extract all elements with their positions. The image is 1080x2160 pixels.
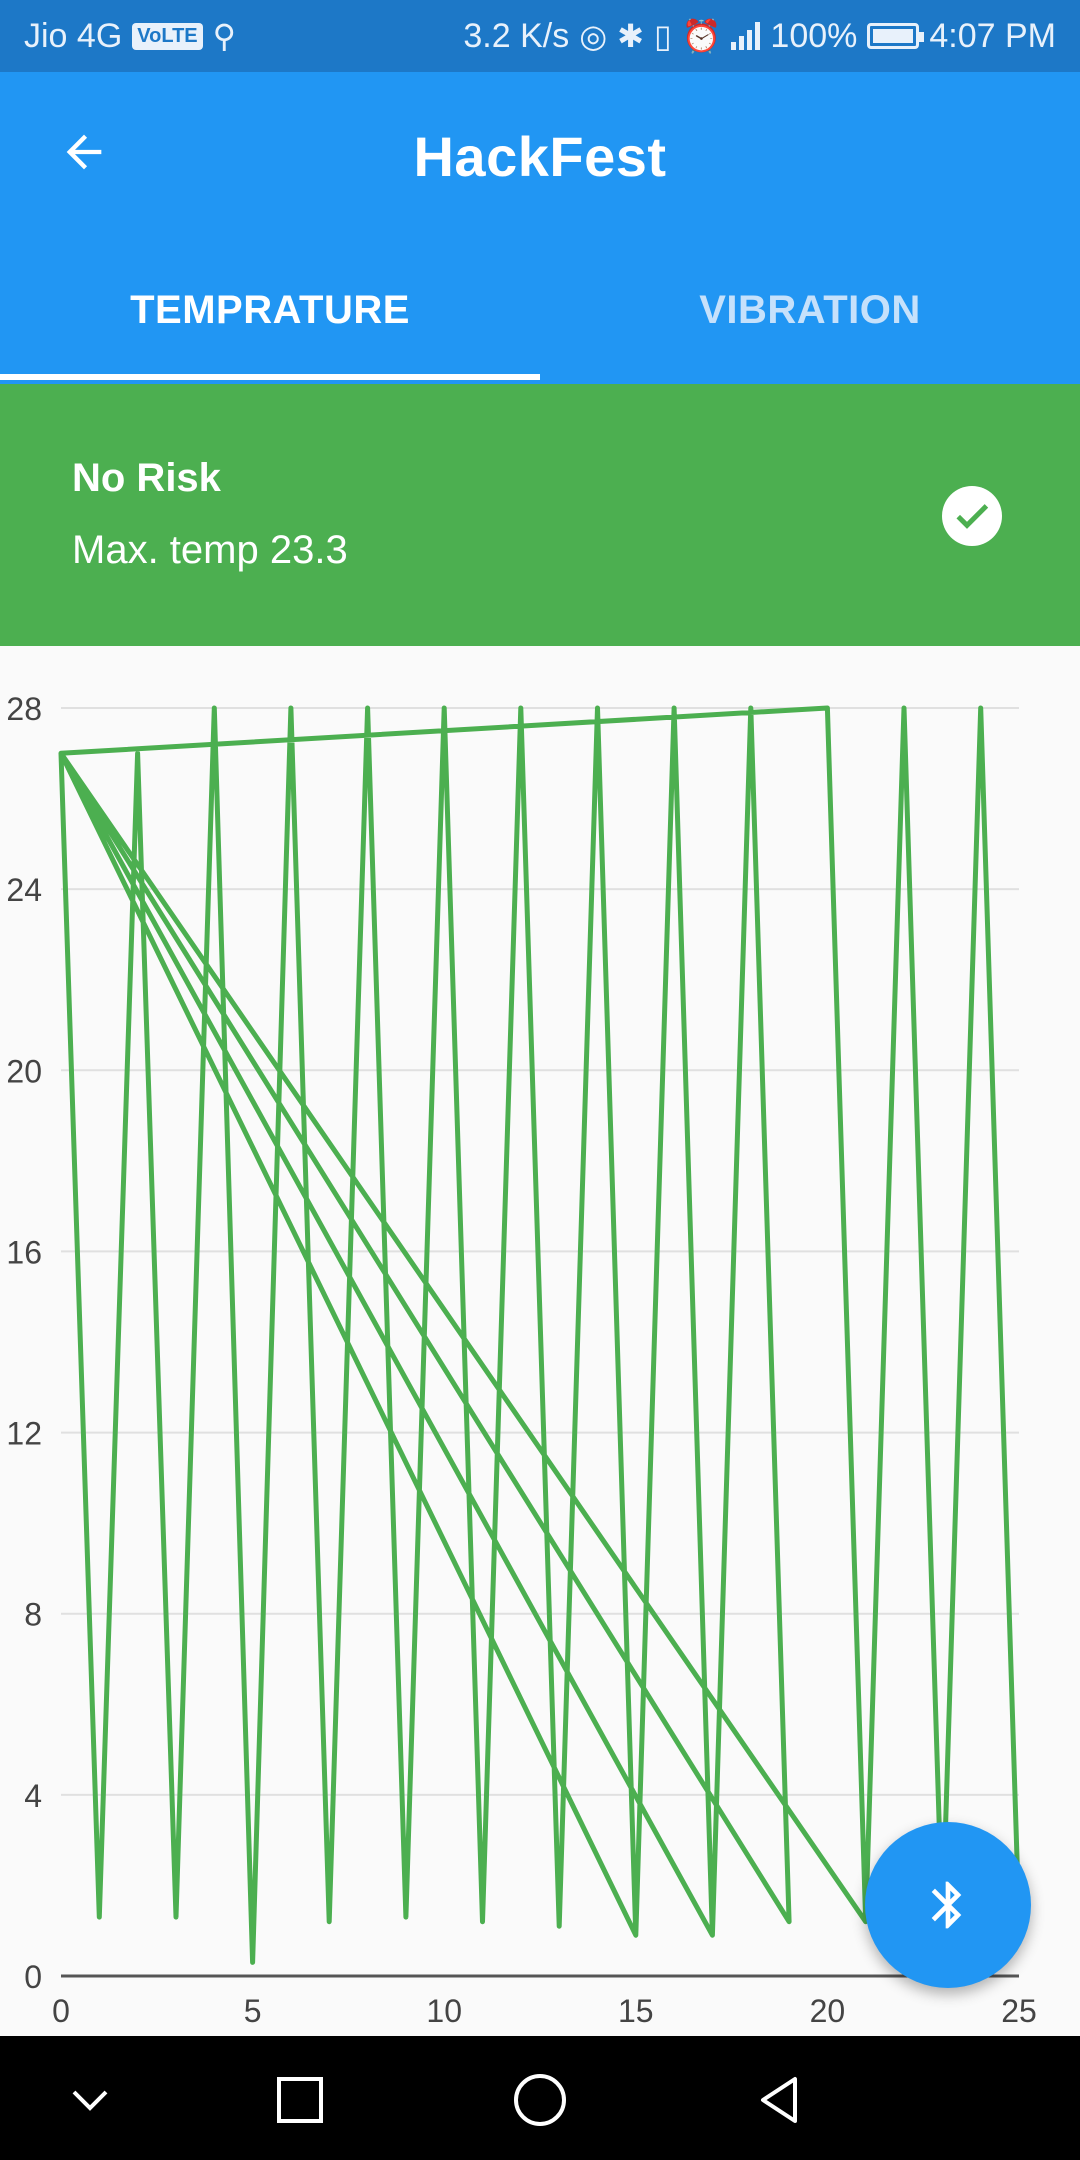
square-icon xyxy=(277,2077,323,2123)
app-bar: HackFest TEMPRATURE VIBRATION xyxy=(0,72,1080,384)
temperature-chart: 0 4 8 12 16 20 24 28 0 5 10 15 20 25 xyxy=(0,646,1080,2036)
nav-back-button[interactable] xyxy=(740,2060,820,2140)
max-temp-label: Max. temp 23.3 xyxy=(72,528,348,572)
x-tick-label: 20 xyxy=(810,1993,846,2029)
bluetooth-icon xyxy=(931,1881,962,1929)
alarm-icon: ⏰ xyxy=(681,18,722,54)
y-tick-label: 16 xyxy=(6,1234,42,1270)
battery-icon xyxy=(867,23,925,49)
line-chart: 0 4 8 12 16 20 24 28 0 5 10 15 20 25 xyxy=(6,691,1037,2029)
x-tick-label: 15 xyxy=(618,1993,654,2029)
tab-temperature-label: TEMPRATURE xyxy=(130,288,410,332)
system-nav-bar xyxy=(0,2036,1080,2160)
tab-vibration[interactable]: VIBRATION xyxy=(540,282,1080,384)
risk-banner: No Risk Max. temp 23.3 xyxy=(0,384,1080,646)
nav-recents-button[interactable] xyxy=(260,2060,340,2140)
tab-indicator xyxy=(0,374,540,380)
clock: 4:07 PM xyxy=(929,16,1056,55)
y-tick-label: 4 xyxy=(24,1778,42,1814)
x-tick-label: 25 xyxy=(1001,1993,1037,2029)
y-tick-label: 28 xyxy=(6,691,42,727)
signal-icon xyxy=(731,22,761,50)
battery-percent: 100% xyxy=(770,16,858,55)
vibrate-icon: ▯ xyxy=(653,18,672,54)
nav-hide-button[interactable] xyxy=(50,2060,130,2140)
back-button[interactable] xyxy=(54,122,114,182)
hotspot-icon: ◎ xyxy=(579,18,608,54)
arrow-back-icon xyxy=(66,134,102,170)
x-tick-label: 10 xyxy=(426,1993,462,2029)
carrier-label: Jio 4G xyxy=(24,16,123,55)
volte-badge: VoLTE xyxy=(132,22,203,50)
risk-status: No Risk xyxy=(72,456,221,500)
y-tick-label: 0 xyxy=(24,1959,42,1995)
y-tick-label: 8 xyxy=(24,1597,42,1633)
status-bar: Jio 4G VoLTE ⚲ 3.2 K/s ◎ ✱ ▯ ⏰ 100% 4:07… xyxy=(0,0,1080,72)
nav-home-button[interactable] xyxy=(500,2060,580,2140)
bluetooth-button[interactable] xyxy=(865,1822,1031,1988)
x-tick-label: 5 xyxy=(244,1993,262,2029)
bluetooth-status-icon: ✱ xyxy=(617,18,644,54)
triangle-back-icon xyxy=(761,2077,797,2123)
check-circle-icon xyxy=(942,486,1002,546)
y-tick-label: 20 xyxy=(6,1053,42,1089)
page-title: HackFest xyxy=(413,125,667,188)
temperature-series-line xyxy=(58,705,1022,1965)
tab-temperature[interactable]: TEMPRATURE xyxy=(0,282,540,384)
usb-icon: ⚲ xyxy=(212,18,237,54)
y-tick-label: 12 xyxy=(6,1416,42,1452)
circle-icon xyxy=(514,2074,566,2126)
y-tick-label: 24 xyxy=(6,872,42,908)
network-speed: 3.2 K/s xyxy=(463,16,570,55)
x-tick-label: 0 xyxy=(52,1993,70,2029)
tab-vibration-label: VIBRATION xyxy=(699,288,921,332)
chevron-down-icon xyxy=(72,2090,108,2111)
